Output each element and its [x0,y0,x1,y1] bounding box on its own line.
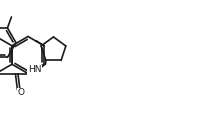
Text: O: O [18,88,25,97]
Text: HN: HN [28,66,41,74]
